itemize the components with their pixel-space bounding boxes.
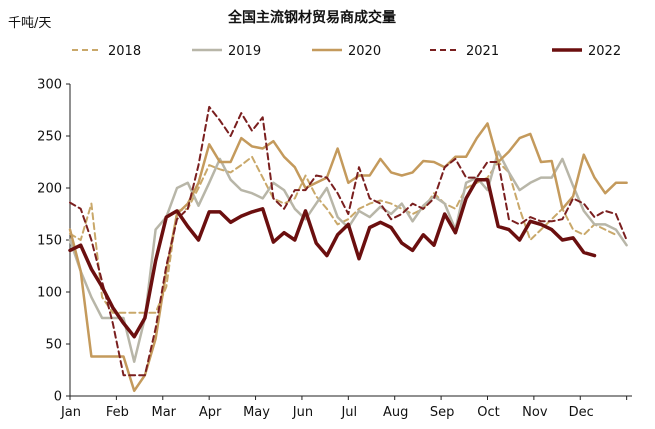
y-unit-label: 千吨/天 [8,16,51,31]
y-tick-label: 0 [54,390,62,405]
y-tick-label: 250 [37,130,62,145]
legend-label-2021: 2021 [466,44,499,59]
x-tick-label: Jan [60,405,81,420]
axes: 0 50 100 150 200 250 300 Jan Feb Mar Apr May Jun Jul A… [37,78,632,420]
series-line-2022 [68,177,597,339]
x-tick-label: May [243,405,270,420]
x-tick-label: Apr [199,405,222,420]
x-tick-label: Sep [430,405,455,420]
x-tick-label: Dec [569,405,594,420]
y-tick-label: 200 [37,182,62,197]
series-line-2021 [69,105,628,377]
x-tick-label: Feb [106,405,129,420]
y-tick-label: 100 [37,286,62,301]
legend-label-2019: 2019 [228,44,261,59]
legend-label-2020: 2020 [348,44,381,59]
series-group [68,105,628,393]
chart-title: 全国主流钢材贸易商成交量 [227,9,396,26]
y-tick-label: 50 [45,338,62,353]
y-tick-label: 150 [37,234,62,249]
legend-label-2018: 2018 [108,44,141,59]
x-tick-label: Nov [522,405,548,420]
legend: 2018 2019 2020 2021 2022 [72,44,621,59]
x-tick-label: Oct [477,405,499,420]
y-tick-label: 300 [37,78,62,93]
series-line-2020 [68,122,628,393]
x-tick-label: Jul [340,405,357,420]
x-tick-label: Mar [152,405,177,420]
x-tick-label: Aug [383,405,408,420]
legend-label-2022: 2022 [588,44,621,59]
x-tick-label: Jun [292,405,313,420]
